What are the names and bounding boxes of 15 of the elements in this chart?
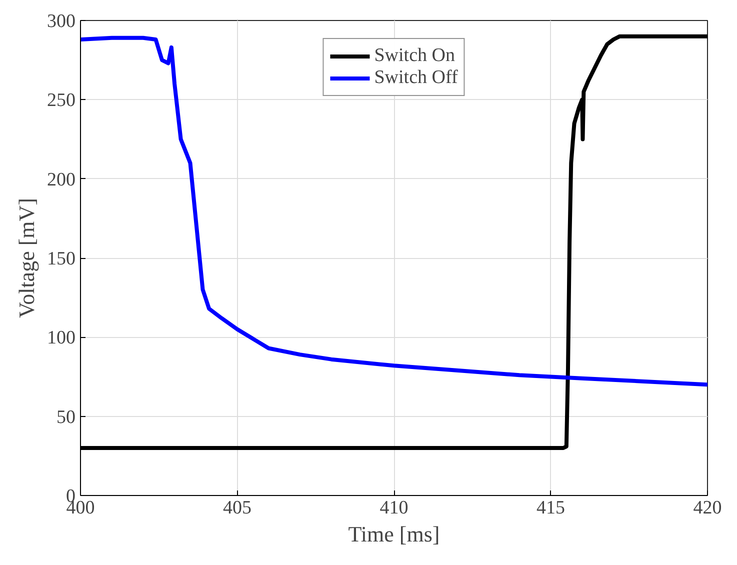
y-axis-title: Voltage [mV]	[14, 198, 39, 318]
y-tick-label: 200	[47, 169, 76, 190]
x-tick-label: 410	[380, 498, 408, 518]
legend-label: Switch On	[374, 45, 455, 67]
legend-label: Switch Off	[374, 67, 458, 89]
x-tick-label: 420	[693, 498, 722, 518]
x-tick-label: 415	[536, 498, 565, 518]
x-tick-label: 405	[223, 498, 252, 518]
x-axis-title: Time [ms]	[348, 522, 440, 546]
y-tick-label: 150	[47, 248, 76, 270]
y-tick-label: 250	[47, 90, 76, 112]
y-tick-label: 300	[47, 11, 76, 32]
line-series	[80, 36, 708, 387]
y-tick-label: 50	[56, 406, 76, 428]
y-tick-label: 100	[47, 328, 76, 349]
